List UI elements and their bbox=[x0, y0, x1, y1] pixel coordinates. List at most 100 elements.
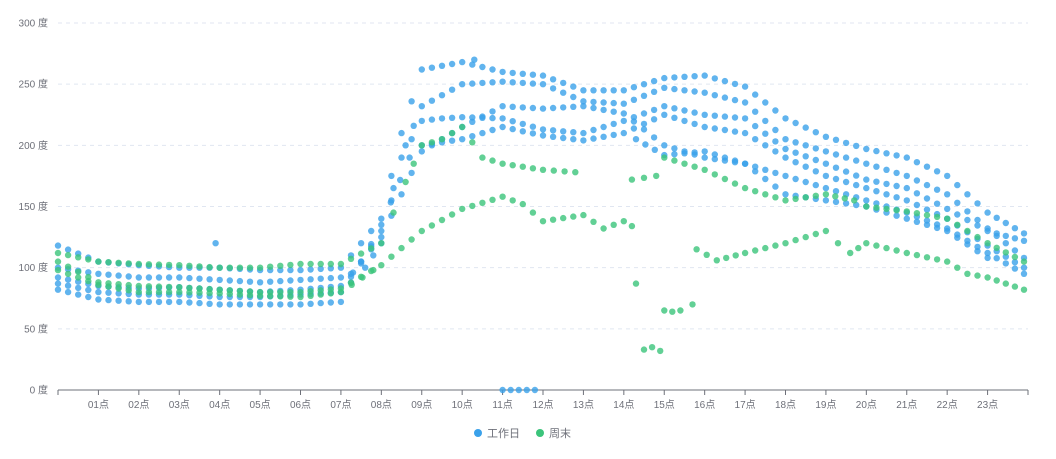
data-point[interactable] bbox=[256, 292, 264, 299]
data-point[interactable] bbox=[327, 290, 334, 297]
data-point[interactable] bbox=[944, 191, 951, 198]
data-point[interactable] bbox=[984, 274, 991, 281]
data-point[interactable] bbox=[741, 129, 749, 137]
data-point[interactable] bbox=[570, 93, 577, 101]
data-point[interactable] bbox=[903, 154, 910, 161]
data-point[interactable] bbox=[125, 273, 132, 280]
data-point[interactable] bbox=[863, 145, 870, 153]
data-point[interactable] bbox=[863, 160, 870, 167]
data-point[interactable] bbox=[772, 183, 779, 190]
data-point[interactable] bbox=[469, 133, 476, 140]
data-point[interactable] bbox=[297, 288, 304, 296]
data-point[interactable] bbox=[913, 177, 921, 184]
data-point[interactable] bbox=[560, 128, 567, 135]
data-point[interactable] bbox=[95, 288, 102, 296]
legend[interactable]: 工作日 周末 bbox=[474, 426, 571, 440]
data-point[interactable] bbox=[398, 191, 405, 198]
data-point[interactable] bbox=[206, 263, 213, 271]
data-point[interactable] bbox=[267, 263, 274, 270]
data-point[interactable] bbox=[388, 172, 395, 180]
data-point[interactable] bbox=[731, 180, 739, 187]
data-point[interactable] bbox=[832, 175, 840, 183]
data-point[interactable] bbox=[145, 283, 153, 290]
data-point[interactable] bbox=[741, 160, 749, 167]
data-point[interactable] bbox=[630, 118, 638, 125]
data-point[interactable] bbox=[681, 107, 688, 114]
data-point[interactable] bbox=[428, 97, 436, 104]
data-point[interactable] bbox=[640, 120, 648, 128]
data-point[interactable] bbox=[752, 168, 759, 175]
data-point[interactable] bbox=[307, 266, 314, 273]
data-point[interactable] bbox=[954, 211, 961, 218]
data-point[interactable] bbox=[832, 164, 840, 171]
data-point[interactable] bbox=[531, 386, 539, 394]
data-point[interactable] bbox=[772, 242, 779, 249]
data-point[interactable] bbox=[822, 227, 830, 235]
data-point[interactable] bbox=[933, 256, 941, 263]
data-point[interactable] bbox=[206, 289, 213, 297]
data-point[interactable] bbox=[993, 244, 1000, 251]
data-point[interactable] bbox=[186, 299, 193, 306]
data-point[interactable] bbox=[671, 105, 678, 112]
data-point[interactable] bbox=[762, 99, 769, 106]
data-point[interactable] bbox=[115, 290, 122, 297]
data-point[interactable] bbox=[196, 263, 203, 270]
data-point[interactable] bbox=[549, 216, 557, 223]
data-point[interactable] bbox=[105, 259, 112, 266]
data-point[interactable] bbox=[933, 168, 941, 175]
data-point[interactable] bbox=[176, 284, 183, 291]
data-point[interactable] bbox=[711, 171, 718, 178]
data-point[interactable] bbox=[515, 386, 522, 394]
data-point[interactable] bbox=[782, 197, 789, 204]
data-point[interactable] bbox=[529, 130, 537, 137]
data-point[interactable] bbox=[287, 293, 294, 300]
data-point[interactable] bbox=[448, 86, 456, 93]
data-point[interactable] bbox=[923, 254, 931, 261]
data-point[interactable] bbox=[378, 240, 385, 247]
data-point[interactable] bbox=[721, 154, 729, 161]
data-point[interactable] bbox=[600, 133, 607, 140]
data-point[interactable] bbox=[438, 216, 446, 224]
data-point[interactable] bbox=[216, 290, 223, 297]
data-point[interactable] bbox=[993, 232, 1000, 240]
data-point[interactable] bbox=[903, 184, 910, 192]
data-point[interactable] bbox=[893, 182, 900, 190]
data-point[interactable] bbox=[842, 154, 850, 161]
data-point[interactable] bbox=[236, 277, 244, 285]
data-point[interactable] bbox=[75, 274, 82, 281]
data-point[interactable] bbox=[115, 285, 122, 292]
data-point[interactable] bbox=[307, 300, 314, 307]
data-point[interactable] bbox=[357, 250, 365, 257]
data-point[interactable] bbox=[85, 277, 92, 285]
data-point[interactable] bbox=[630, 125, 638, 132]
data-point[interactable] bbox=[135, 288, 142, 296]
data-point[interactable] bbox=[681, 150, 688, 157]
data-point[interactable] bbox=[711, 155, 718, 163]
data-point[interactable] bbox=[893, 207, 900, 214]
data-point[interactable] bbox=[580, 129, 587, 137]
data-point[interactable] bbox=[519, 128, 526, 135]
data-point[interactable] bbox=[944, 227, 951, 235]
data-point[interactable] bbox=[539, 166, 547, 173]
data-point[interactable] bbox=[752, 247, 759, 254]
data-point[interactable] bbox=[721, 126, 729, 134]
data-point[interactable] bbox=[782, 154, 789, 161]
data-point[interactable] bbox=[1020, 230, 1028, 237]
data-point[interactable] bbox=[469, 139, 476, 146]
data-point[interactable] bbox=[539, 132, 547, 139]
data-point[interactable] bbox=[539, 72, 547, 79]
data-point[interactable] bbox=[359, 274, 366, 281]
data-point[interactable] bbox=[731, 114, 739, 121]
data-point[interactable] bbox=[610, 120, 617, 128]
data-point[interactable] bbox=[590, 87, 597, 94]
data-point[interactable] bbox=[327, 274, 334, 282]
data-point[interactable] bbox=[863, 176, 870, 183]
data-point[interactable] bbox=[155, 283, 163, 290]
data-point[interactable] bbox=[873, 242, 880, 249]
data-point[interactable] bbox=[297, 301, 304, 308]
data-point[interactable] bbox=[499, 78, 506, 85]
data-point[interactable] bbox=[723, 254, 730, 262]
data-point[interactable] bbox=[561, 168, 568, 175]
data-point[interactable] bbox=[186, 289, 193, 296]
data-point[interactable] bbox=[993, 255, 1000, 262]
